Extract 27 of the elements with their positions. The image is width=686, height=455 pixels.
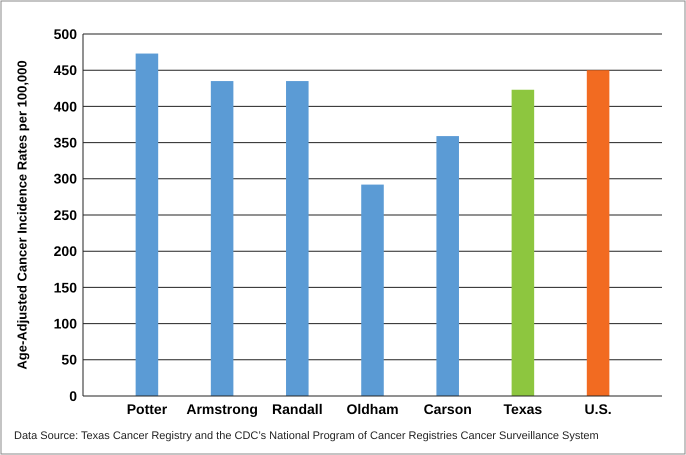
y-tick-label: 150 [54, 279, 78, 296]
x-tick-label: Randall [272, 401, 323, 417]
source-note: Data Source: Texas Cancer Registry and the CDC’s National Program of Cancer Registries Cancer Surveillance System [14, 430, 599, 442]
y-tick-label: 450 [54, 62, 78, 78]
x-tick-label: U.S. [584, 401, 612, 417]
y-tick-label: 500 [54, 26, 78, 42]
bar [286, 81, 309, 396]
y-tick-label: 300 [54, 170, 78, 187]
y-tick-label: 0 [69, 388, 78, 404]
bar [436, 136, 459, 396]
bar [586, 70, 610, 396]
y-tick-label: 250 [54, 206, 78, 223]
x-tick-label: Carson [424, 401, 472, 417]
x-tick-label: Texas [504, 401, 542, 417]
bar [361, 184, 384, 396]
bar [210, 81, 234, 396]
bar [136, 54, 158, 396]
y-tick-label: 200 [54, 243, 78, 260]
x-tick-label: Armstrong [186, 401, 258, 417]
y-tick-label: 350 [54, 134, 78, 150]
y-tick-label: 100 [54, 316, 78, 332]
bar [512, 90, 534, 396]
x-tick-label: Potter [126, 401, 168, 417]
x-tick-label: Oldham [346, 401, 399, 417]
y-tick-label: 400 [54, 98, 78, 114]
y-axis-title: Age-Adjusted Cancer Incidence Rates per 100,000 [14, 60, 30, 370]
y-tick-label: 50 [61, 352, 78, 368]
